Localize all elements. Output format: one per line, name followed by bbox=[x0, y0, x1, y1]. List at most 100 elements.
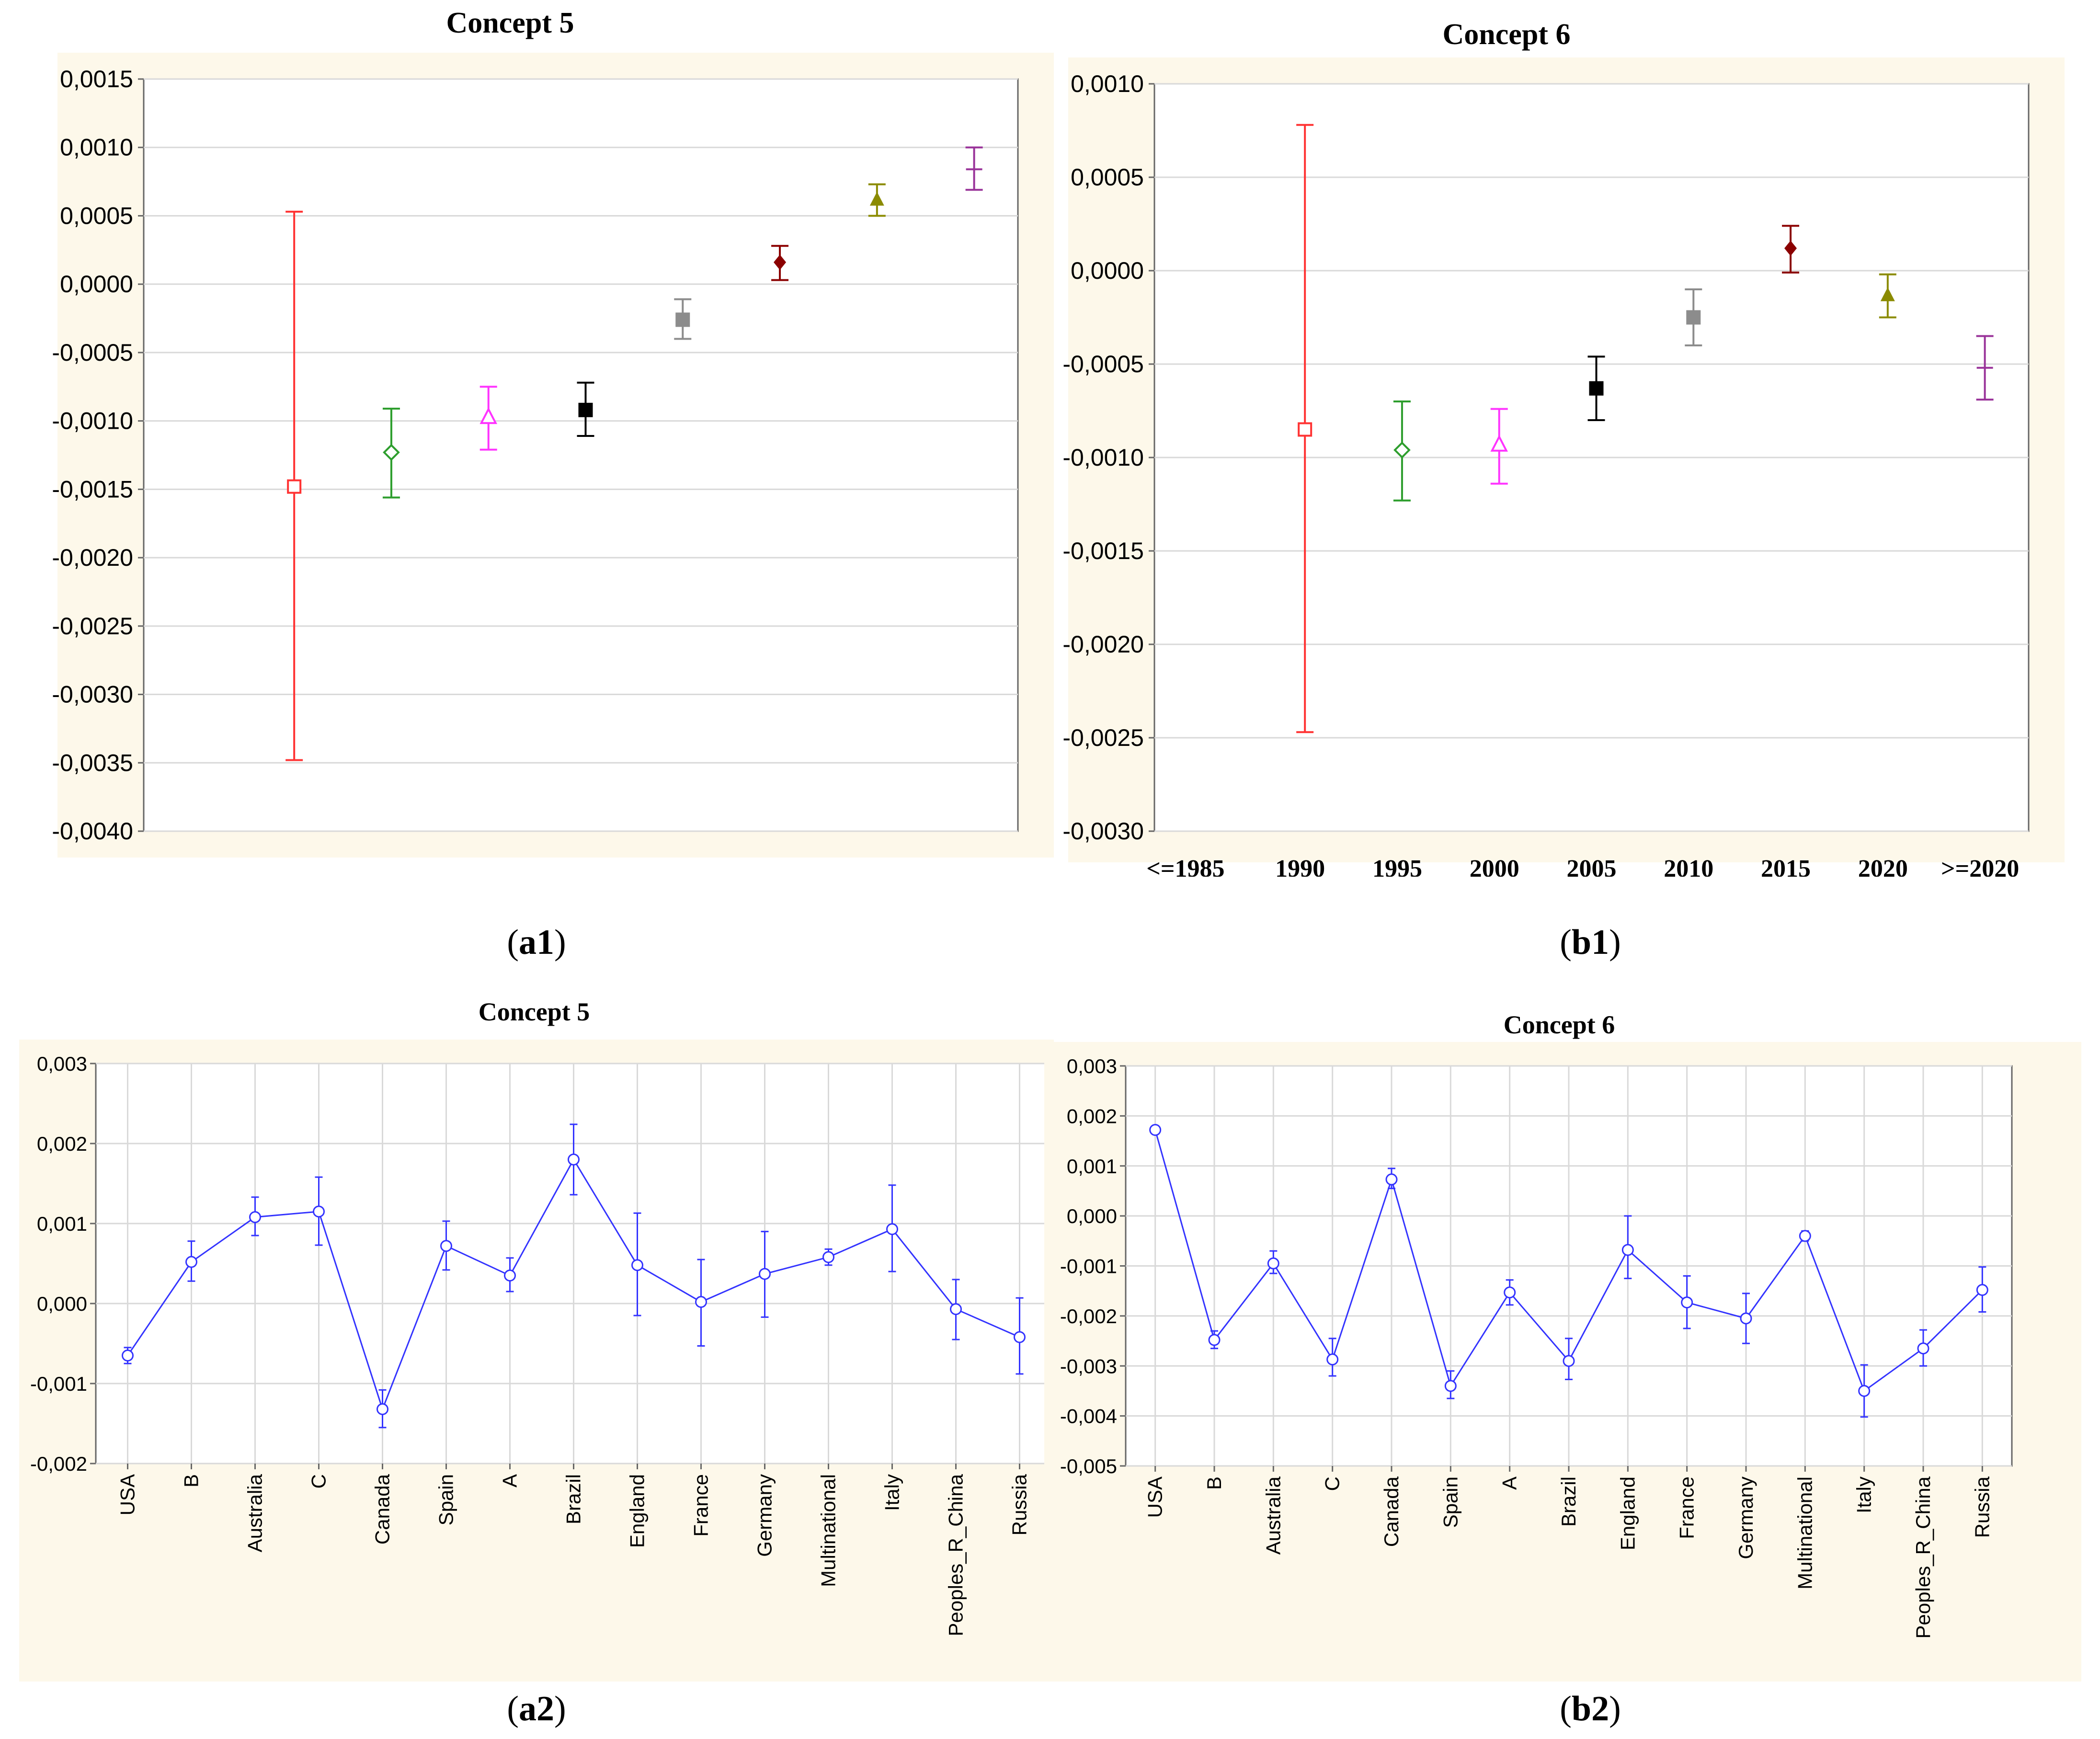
chart-b1: Concept 6 0,0010 0,0005 0,0000 -0,0005 -0,001… bbox=[1063, 14, 2069, 877]
caption-a2-label: a2 bbox=[519, 1689, 554, 1728]
b2-xtick-label: Peoples_R_China bbox=[1912, 1476, 1934, 1638]
b1-marker-5 bbox=[1784, 240, 1797, 256]
b1-xtick-label: 2000 bbox=[1470, 855, 1519, 877]
a1-ytick-label: -0,0040 bbox=[53, 818, 133, 845]
a1-marker-6 bbox=[869, 192, 884, 206]
caption-b1: (b1) bbox=[1560, 923, 1621, 962]
b1-marker-3 bbox=[1589, 381, 1604, 396]
a1-xtick-label: 2005 bbox=[556, 858, 606, 862]
a2-point-0 bbox=[122, 1350, 134, 1362]
b2-title: Concept 6 bbox=[1504, 1010, 1615, 1039]
b2-point-10 bbox=[1740, 1312, 1752, 1325]
a1-marker-0 bbox=[287, 479, 302, 494]
a2-xtick-label: France bbox=[690, 1474, 712, 1537]
a2-xtick-label: Russia bbox=[1008, 1474, 1031, 1535]
chart-b1-svg: Concept 6 0,0010 0,0005 0,0000 -0,0005 -0,001… bbox=[1063, 18, 2065, 877]
b1-marker-0 bbox=[1298, 422, 1312, 437]
a1-marker-2 bbox=[479, 407, 498, 424]
b1-marker-6 bbox=[1880, 287, 1895, 301]
a1-marker-1 bbox=[383, 444, 400, 461]
a2-xtick-label: Australia bbox=[244, 1474, 266, 1552]
a1-marker-5 bbox=[774, 254, 787, 270]
b2-point-9 bbox=[1681, 1296, 1693, 1309]
a1-ytick-label: -0,0025 bbox=[53, 613, 133, 640]
a2-point-8 bbox=[631, 1259, 643, 1271]
b2-point-8 bbox=[1621, 1244, 1634, 1256]
a1-xtick-label: 1990 bbox=[264, 858, 314, 862]
b2-point-1 bbox=[1208, 1334, 1221, 1346]
b2-xtick-label: USA bbox=[1144, 1476, 1166, 1518]
b2-xtick-label: Multinational bbox=[1793, 1476, 1816, 1590]
a2-point-1 bbox=[185, 1256, 197, 1268]
b1-ytick-label: 0,0005 bbox=[1071, 164, 1144, 191]
a2-point-5 bbox=[440, 1240, 452, 1252]
b2-point-0 bbox=[1149, 1124, 1162, 1136]
caption-b2-label: b2 bbox=[1571, 1689, 1609, 1728]
a1-plot-area bbox=[143, 78, 1019, 832]
b2-xtick-label: Canada bbox=[1380, 1476, 1403, 1547]
b2-ytick-label: -0,004 bbox=[1060, 1405, 1117, 1428]
a2-point-7 bbox=[568, 1153, 580, 1166]
a2-xtick-label: Spain bbox=[435, 1474, 457, 1525]
b1-xtick-label: 2010 bbox=[1664, 855, 1713, 877]
b1-xtick-label: 2015 bbox=[1761, 855, 1811, 877]
b1-xtick-label: <=1985 bbox=[1146, 855, 1224, 877]
a1-xtick-label: 2010 bbox=[653, 858, 703, 862]
b2-point-3 bbox=[1326, 1353, 1339, 1366]
b1-title: Concept 6 bbox=[1443, 18, 1571, 51]
b1-ytick-label: -0,0005 bbox=[1063, 351, 1144, 378]
a1-marker-3 bbox=[578, 402, 593, 417]
a2-xtick-label: Italy bbox=[881, 1474, 903, 1511]
a1-ytick-label: 0,0015 bbox=[60, 66, 133, 92]
b2-xtick-label: Spain bbox=[1439, 1476, 1461, 1528]
b2-ytick-label: 0,003 bbox=[1067, 1055, 1117, 1077]
a2-ytick-label: 0,001 bbox=[37, 1213, 87, 1235]
a1-ytick-label: -0,0035 bbox=[53, 749, 133, 776]
b2-point-2 bbox=[1267, 1257, 1279, 1270]
b1-ytick-label: -0,0010 bbox=[1063, 444, 1144, 471]
b2-ytick-label: -0,002 bbox=[1060, 1305, 1117, 1327]
a1-ytick-label: -0,0005 bbox=[53, 339, 133, 366]
a2-point-2 bbox=[249, 1211, 261, 1224]
a1-xtick-label: <=1985 bbox=[136, 858, 214, 862]
b2-point-4 bbox=[1385, 1173, 1398, 1186]
b1-xtick-label: 2020 bbox=[1858, 855, 1908, 877]
a1-ytick-label: -0,0020 bbox=[53, 544, 133, 571]
a2-point-6 bbox=[504, 1270, 516, 1282]
a2-ytick-label: 0,002 bbox=[37, 1133, 87, 1155]
b1-xtick-label: 1990 bbox=[1275, 855, 1325, 877]
b2-xtick-label: France bbox=[1676, 1476, 1698, 1539]
b2-xtick-label: A bbox=[1498, 1476, 1521, 1490]
b2-point-6 bbox=[1504, 1286, 1516, 1299]
b1-ytick-label: -0,0025 bbox=[1063, 724, 1144, 751]
a2-point-14 bbox=[1014, 1331, 1026, 1343]
a2-point-12 bbox=[886, 1223, 898, 1236]
b2-ytick-label: -0,005 bbox=[1060, 1455, 1117, 1477]
a1-xtick-label: 2015 bbox=[750, 858, 800, 862]
b2-point-13 bbox=[1917, 1342, 1929, 1355]
a1-xtick-label: 2000 bbox=[459, 858, 509, 862]
b1-marker-2 bbox=[1490, 435, 1508, 452]
b2-point-12 bbox=[1858, 1384, 1871, 1397]
b2-xtick-label: B bbox=[1203, 1476, 1225, 1490]
a2-xtick-label: England bbox=[626, 1474, 649, 1548]
b2-ytick-label: 0,002 bbox=[1067, 1105, 1117, 1127]
chart-b2: Concept 6 0,003 0,002 0,001 0,000 -0,001 -0,00… bbox=[1044, 999, 2084, 1682]
caption-b1-label: b1 bbox=[1571, 923, 1609, 962]
b1-xtick-label: 1995 bbox=[1372, 855, 1422, 877]
a1-marker-4 bbox=[675, 312, 690, 327]
a2-xtick-label: B bbox=[180, 1474, 203, 1487]
a2-xtick-label: USA bbox=[116, 1474, 139, 1515]
chart-a2-svg: Concept 5 0,003 0,002 0,001 0,000 -0,001 -0,00… bbox=[19, 997, 1054, 1682]
b2-point-7 bbox=[1563, 1355, 1575, 1367]
a1-ytick-label: 0,0000 bbox=[60, 271, 133, 297]
a2-ytick-label: -0,002 bbox=[30, 1453, 87, 1475]
caption-b2: (b2) bbox=[1560, 1689, 1621, 1728]
a2-ytick-label: 0,003 bbox=[37, 1053, 87, 1075]
a2-ytick-label: 0,000 bbox=[37, 1293, 87, 1315]
chart-a2: Concept 5 0,003 0,002 0,001 0,000 -0,001 -0,00… bbox=[19, 987, 1054, 1682]
a2-point-9 bbox=[695, 1296, 707, 1308]
b1-xtick-label: >=2020 bbox=[1941, 855, 2019, 877]
a1-xtick-label: 1995 bbox=[362, 858, 411, 862]
b2-point-11 bbox=[1799, 1230, 1811, 1242]
